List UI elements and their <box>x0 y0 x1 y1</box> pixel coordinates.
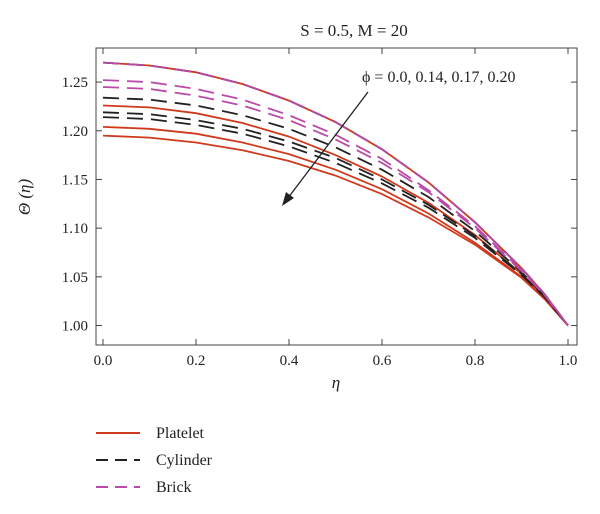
legend: Platelet Cylinder Brick <box>96 425 213 496</box>
series-line-brick <box>102 61 569 327</box>
y-tick-labels: 1.00 1.05 1.10 1.15 1.20 1.25 <box>62 75 88 334</box>
x-tick-label: 1.0 <box>559 353 578 369</box>
series-line-platelet <box>102 104 569 327</box>
series-line-platelet <box>102 61 569 327</box>
y-axis-label: Θ (η) <box>15 179 34 216</box>
series-line-platelet <box>102 134 569 327</box>
x-tick-label: 0.4 <box>280 353 299 369</box>
x-tick-labels: 0.0 0.2 0.4 0.6 0.8 1.0 <box>94 353 578 369</box>
y-tick-label: 1.20 <box>62 124 88 140</box>
phi-annotation: ϕ = 0.0, 0.14, 0.17, 0.20 <box>362 69 515 86</box>
annotation-arrow <box>287 91 369 199</box>
arrow-head-icon <box>282 192 294 206</box>
legend-label-platelet: Platelet <box>156 425 205 442</box>
y-tick-label: 1.00 <box>62 319 88 335</box>
y-tick-label: 1.25 <box>62 75 88 91</box>
x-tick-label: 0.2 <box>187 353 206 369</box>
series-line-cylinder <box>102 111 569 327</box>
y-tick-label: 1.05 <box>62 270 88 286</box>
axis-ticks <box>96 48 577 345</box>
x-axis-label: η <box>332 373 340 392</box>
plot-frame <box>95 47 578 346</box>
series-line-brick <box>102 86 569 327</box>
x-tick-label: 0.6 <box>373 353 392 369</box>
legend-label-cylinder: Cylinder <box>156 452 213 469</box>
y-tick-label: 1.10 <box>62 221 88 237</box>
series-line-cylinder <box>102 116 569 327</box>
series-lines <box>102 61 569 327</box>
series-line-brick <box>102 79 569 327</box>
series-line-cylinder <box>102 96 569 327</box>
series-line-cylinder <box>102 61 569 327</box>
x-tick-label: 0.8 <box>466 353 485 369</box>
x-tick-label: 0.0 <box>94 353 113 369</box>
series-line-platelet <box>102 126 569 327</box>
chart-title: S = 0.5, M = 20 <box>300 21 408 40</box>
y-tick-label: 1.15 <box>62 172 88 188</box>
legend-label-brick: Brick <box>156 479 192 496</box>
